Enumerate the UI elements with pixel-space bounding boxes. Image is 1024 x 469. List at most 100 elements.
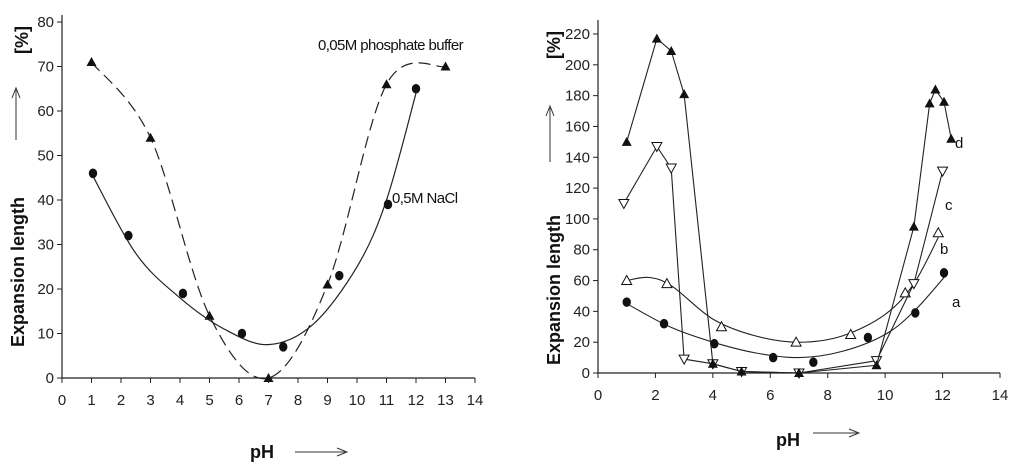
- right-xtick-label: 4: [709, 387, 717, 404]
- right-y-arrow: [545, 104, 555, 162]
- right-series-b-point: [844, 328, 857, 339]
- left-series-phosphate-point: [86, 57, 97, 67]
- left-xtick-label: 9: [323, 392, 331, 409]
- right-series-c-point: [617, 199, 630, 210]
- right-series-a-point: [809, 357, 818, 368]
- annotation-phosphate-buffer: 0,05M phosphate buffer: [318, 37, 464, 54]
- series-label-c: c: [945, 197, 953, 214]
- left-ytick-label: 60: [37, 103, 54, 120]
- left-ytick-label: 40: [37, 192, 54, 209]
- left-ytick-label: 0: [46, 370, 54, 387]
- right-y-axis-title: Expansion length: [544, 215, 564, 365]
- left-y-arrow: [11, 86, 21, 140]
- right-ytick-label: 0: [582, 365, 590, 382]
- right-xtick-label: 0: [594, 387, 602, 404]
- right-series-c-line: [623, 145, 944, 374]
- left-xtick-label: 1: [87, 392, 95, 409]
- right-series-c-point: [678, 354, 690, 366]
- right-chart: 0 20 40 60 80 100 120 140 160 180 200 220 0 2 4 6 8 10 12…: [544, 20, 1008, 450]
- left-series-nacl-point: [383, 199, 393, 210]
- left-xtick-label: 7: [264, 392, 272, 409]
- left-xtick-label: 3: [146, 392, 154, 409]
- right-series-d-point: [946, 133, 957, 143]
- right-series-b-point: [715, 320, 728, 332]
- right-series-a-point: [710, 338, 719, 349]
- right-series-d-point: [924, 98, 935, 108]
- left-series-nacl-point: [279, 342, 288, 352]
- left-series-nacl-point: [88, 168, 98, 179]
- right-series-d-point: [794, 368, 804, 377]
- left-xtick-label: 2: [117, 392, 125, 409]
- right-x-arrow: [813, 428, 861, 438]
- right-series-d-point: [679, 89, 690, 99]
- left-series-phosphate-point: [381, 79, 392, 89]
- right-x-axis-title: pH: [776, 430, 800, 450]
- right-series-a-point: [659, 318, 669, 329]
- right-series-b-point: [620, 274, 633, 286]
- right-xtick-label: 6: [766, 387, 774, 404]
- right-series-c-point: [665, 163, 678, 175]
- right-xtick-label: 14: [992, 387, 1009, 404]
- right-xtick-label: 10: [877, 387, 894, 404]
- left-xtick-label: 0: [58, 392, 66, 409]
- right-series-d-point: [908, 221, 919, 231]
- right-series-b-line: [626, 237, 939, 343]
- left-xtick-label: 11: [379, 392, 395, 409]
- right-ytick-label: 160: [565, 118, 590, 135]
- left-ytick-label: 50: [37, 148, 54, 165]
- right-series-d-point: [621, 136, 632, 146]
- left-ytick-label: 80: [37, 14, 54, 31]
- right-series-d-point: [930, 84, 941, 94]
- right-series-d-point: [939, 96, 950, 106]
- right-series-a-point: [863, 332, 873, 343]
- left-x-axis-title: pH: [250, 442, 274, 462]
- right-ytick-label: 100: [565, 211, 590, 228]
- right-series-b-point: [899, 286, 912, 298]
- left-x-arrow: [295, 447, 349, 457]
- right-series-a-point: [768, 352, 778, 363]
- right-series-b-point: [932, 226, 945, 238]
- right-xtick-label: 8: [824, 387, 832, 404]
- series-label-b: b: [940, 241, 948, 258]
- left-xtick-label: 6: [235, 392, 243, 409]
- right-series-d-point: [651, 33, 662, 43]
- left-series-nacl-point: [178, 288, 188, 299]
- left-xtick-label: 5: [205, 392, 213, 409]
- series-label-a: a: [952, 294, 961, 311]
- right-ytick-label: 40: [573, 303, 590, 320]
- left-xtick-label: 10: [349, 392, 366, 409]
- left-xtick-label: 13: [437, 392, 454, 409]
- right-xtick-label: 2: [651, 387, 659, 404]
- right-ytick-label: 120: [565, 180, 590, 197]
- left-series-phosphate-point: [322, 279, 333, 289]
- left-xtick-label: 4: [176, 392, 184, 409]
- right-ytick-label: 20: [573, 334, 590, 351]
- left-series-nacl-line: [90, 93, 417, 346]
- annotation-nacl: 0,5M NaCl: [392, 190, 458, 207]
- right-series-d-point: [666, 45, 677, 55]
- left-series-nacl-point: [124, 230, 133, 241]
- right-ytick-label: 60: [573, 273, 590, 290]
- left-ytick-label: 30: [37, 237, 54, 254]
- right-y-unit: [%]: [544, 31, 564, 59]
- right-series-b-point: [661, 277, 673, 289]
- right-ytick-label: 220: [565, 26, 590, 43]
- right-series-c-point: [936, 166, 949, 178]
- left-series-nacl-point: [335, 270, 344, 281]
- right-series-a-point: [939, 268, 949, 278]
- left-xtick-label: 12: [408, 392, 425, 409]
- left-ytick-label: 10: [37, 326, 54, 343]
- left-ytick-label: 70: [37, 59, 54, 76]
- left-series-nacl-point: [411, 83, 421, 94]
- left-series-phosphate-line: [91, 61, 446, 380]
- left-series-phosphate-point: [440, 61, 451, 71]
- left-xtick-label: 14: [467, 392, 484, 409]
- left-series-phosphate-point: [145, 132, 156, 142]
- right-xtick-label: 12: [934, 387, 951, 404]
- left-ytick-label: 20: [37, 281, 54, 298]
- right-ytick-label: 140: [565, 149, 590, 166]
- left-y-axis-title: Expansion length: [8, 197, 28, 347]
- right-series-d-line: [626, 37, 952, 374]
- right-series-c-point: [908, 279, 920, 290]
